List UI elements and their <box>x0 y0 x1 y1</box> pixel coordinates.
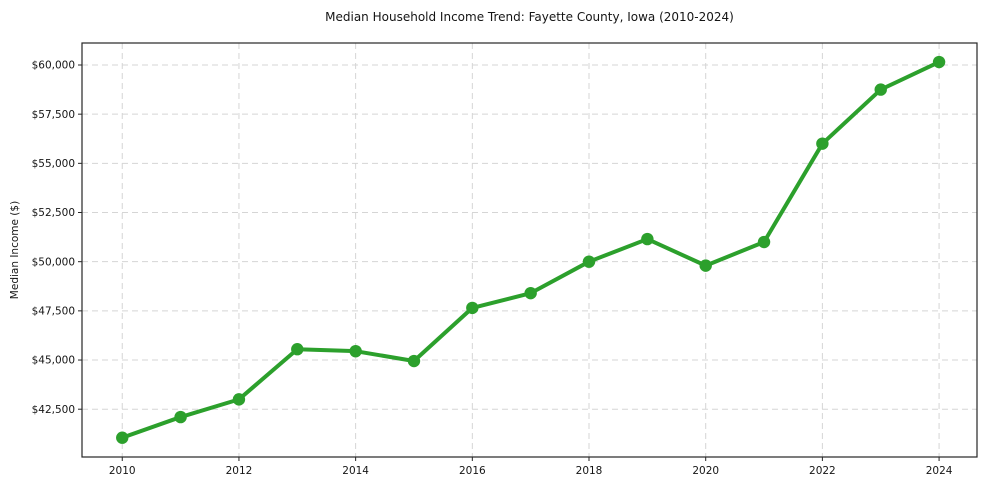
y-tick-label: $42,500 <box>32 404 75 416</box>
x-tick-label: 2022 <box>809 465 836 477</box>
chart-title: Median Household Income Trend: Fayette C… <box>325 10 734 24</box>
x-tick-label: 2010 <box>109 465 136 477</box>
y-tick-label: $55,000 <box>32 158 75 170</box>
x-tick-label: 2018 <box>576 465 603 477</box>
data-point <box>582 255 596 268</box>
y-tick-label: $50,000 <box>32 256 75 268</box>
data-point <box>874 83 887 96</box>
data-point <box>174 410 187 424</box>
data-point <box>466 301 479 315</box>
data-point <box>291 343 304 356</box>
data-point <box>641 232 654 246</box>
data-point <box>524 286 537 300</box>
data-point <box>349 344 362 358</box>
x-tick-label: 2016 <box>459 465 486 477</box>
y-tick-label: $45,000 <box>32 355 75 367</box>
y-tick-label: $47,500 <box>32 305 75 317</box>
data-point <box>932 55 946 69</box>
x-tick-label: 2020 <box>692 465 719 477</box>
x-tick-label: 2012 <box>226 465 253 477</box>
y-tick-label: $60,000 <box>32 60 75 72</box>
data-point <box>816 137 829 150</box>
x-tick-label: 2024 <box>926 465 953 477</box>
data-point <box>407 354 421 368</box>
data-point <box>699 259 712 272</box>
data-point <box>757 235 771 249</box>
y-tick-label: $52,500 <box>32 207 75 219</box>
data-point <box>232 393 246 406</box>
data-point <box>116 431 129 444</box>
x-tick-label: 2014 <box>342 465 369 477</box>
trend-line <box>120 60 942 440</box>
y-tick-label: $57,500 <box>32 109 75 121</box>
plot-border <box>81 42 978 458</box>
